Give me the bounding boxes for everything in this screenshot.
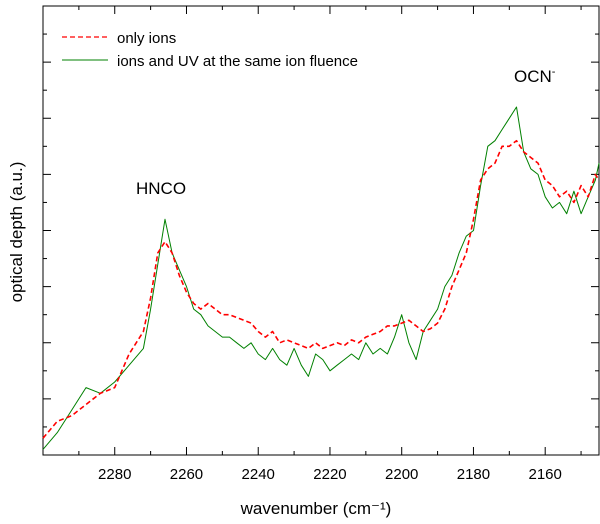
annotation-ocn: OCN- <box>514 66 556 86</box>
x-tick-label-2240: 2240 <box>242 466 275 483</box>
y-axis-label: optical depth (a.u.) <box>7 162 26 303</box>
legend-label-ions-and-uv: ions and UV at the same ion fluence <box>117 53 358 70</box>
series-line-only-ions <box>42 139 600 439</box>
x-axis-ticks: 2280 2260 2240 2220 2200 2180 2160 <box>78 6 582 483</box>
series-line-ions-and-uv <box>42 106 600 450</box>
x-tick-label-2180: 2180 <box>457 466 490 483</box>
x-tick-label-2280: 2280 <box>98 466 131 483</box>
x-axis-label: wavenumber (cm⁻¹) <box>240 499 392 518</box>
annotation-hnco: HNCO <box>136 179 186 198</box>
legend: only ions ions and UV at the same ion fl… <box>62 30 358 70</box>
legend-label-only-ions: only ions <box>117 30 176 47</box>
annotation-ocn-base: OCN <box>514 67 552 86</box>
x-tick-label-2220: 2220 <box>313 466 346 483</box>
x-tick-label-2200: 2200 <box>385 466 418 483</box>
x-tick-label-2260: 2260 <box>170 466 203 483</box>
series-layer <box>42 106 600 450</box>
annotation-ocn-superscript: - <box>552 66 556 78</box>
x-tick-label-2160: 2160 <box>529 466 562 483</box>
